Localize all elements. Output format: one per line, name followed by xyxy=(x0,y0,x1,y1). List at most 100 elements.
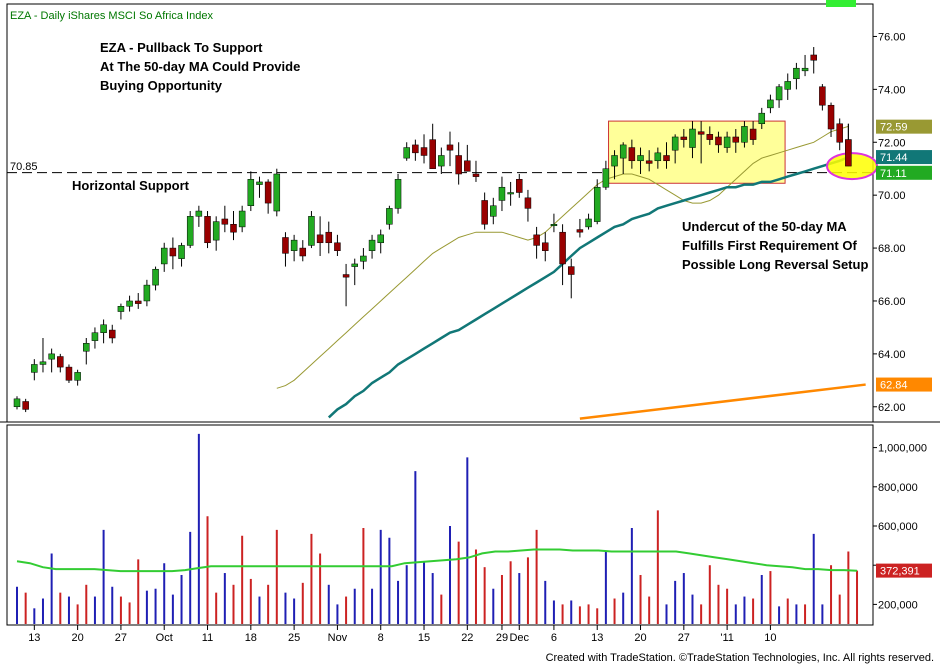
candle-body xyxy=(74,372,81,381)
candle xyxy=(498,176,506,212)
candle-body xyxy=(749,128,757,140)
candle-body xyxy=(91,332,99,341)
candle xyxy=(472,160,480,182)
candle xyxy=(793,62,800,90)
date-tick-label: 10 xyxy=(764,632,776,644)
candle-body xyxy=(394,179,402,209)
candle xyxy=(256,176,263,198)
date-tick-label: 6 xyxy=(551,632,557,644)
candle xyxy=(516,174,523,198)
date-tick-label: 15 xyxy=(418,632,430,644)
date-tick-label: 18 xyxy=(245,632,257,644)
candle xyxy=(160,242,168,272)
candle-body xyxy=(706,134,714,140)
candle xyxy=(204,211,211,249)
candle xyxy=(775,84,783,108)
last-volume-tag-text: 372,391 xyxy=(880,566,920,578)
candle-body xyxy=(178,245,185,259)
candle xyxy=(238,205,246,233)
date-tick-label: 27 xyxy=(678,632,690,644)
volume-tick-label: 1,000,000 xyxy=(878,443,927,455)
candle xyxy=(819,84,826,111)
candle-body xyxy=(134,300,142,304)
candle xyxy=(334,234,341,256)
candle xyxy=(654,147,662,169)
undercut-ellipse xyxy=(826,152,879,181)
candle-body xyxy=(559,231,566,265)
candle-body xyxy=(65,366,73,381)
candle xyxy=(186,211,194,249)
candle-body xyxy=(542,242,549,251)
candle xyxy=(827,102,835,137)
candle xyxy=(559,224,566,286)
candle-body xyxy=(680,136,688,140)
annotation-title-line-2: At The 50-day MA Could Provide xyxy=(100,59,300,74)
candle xyxy=(351,258,358,286)
support-level-label: 70.85 xyxy=(10,161,38,173)
price-tick-label: 64.00 xyxy=(878,349,906,361)
candle-body xyxy=(533,234,540,246)
candle-body xyxy=(516,179,523,193)
candle xyxy=(637,147,644,174)
status-indicator xyxy=(826,0,856,7)
last-volume-tag-bg xyxy=(876,563,932,578)
candle xyxy=(264,179,272,214)
candle xyxy=(195,205,203,227)
candle xyxy=(585,213,592,230)
price-value-tag-text: 71.11 xyxy=(880,168,907,180)
price-tick-label: 62.00 xyxy=(878,402,906,414)
candle-body xyxy=(628,147,636,162)
candle-body xyxy=(195,210,203,217)
candle-body xyxy=(186,216,194,246)
undercut-line-2: Fulfills First Requirement Of xyxy=(682,238,857,253)
symbol-label: EZA - Daily iShares MSCI So Africa Index xyxy=(10,10,213,22)
candle-body xyxy=(741,126,748,143)
candle-body xyxy=(775,86,783,101)
candle xyxy=(602,160,610,190)
candle xyxy=(438,147,445,174)
candle-body xyxy=(645,160,653,164)
price-value-tag-text: 72.59 xyxy=(880,122,908,134)
candle-body xyxy=(464,160,471,172)
date-tick-label: '11 xyxy=(720,632,734,644)
footer-credit: Created with TradeStation. ©TradeStation… xyxy=(545,652,934,664)
candle xyxy=(412,139,419,161)
candle-body xyxy=(801,67,809,72)
candle xyxy=(455,142,462,185)
candle-body xyxy=(57,356,64,368)
candle-body xyxy=(256,181,263,185)
candle-body xyxy=(611,155,618,167)
price-value-tag-bg xyxy=(876,377,932,392)
candle-body xyxy=(671,136,679,151)
candle-body xyxy=(836,123,843,143)
candle-body xyxy=(360,255,367,262)
candle xyxy=(749,121,757,145)
candle-body xyxy=(117,306,125,312)
candle xyxy=(542,232,549,262)
candle-body xyxy=(767,99,774,109)
candle xyxy=(611,150,618,180)
price-value-tag: 71.44 xyxy=(876,150,932,165)
candle xyxy=(715,131,722,153)
candle-body xyxy=(169,247,177,257)
candle-body xyxy=(723,136,731,148)
candle xyxy=(273,168,281,217)
candle-body xyxy=(325,231,333,244)
date-tick-label: 11 xyxy=(202,632,213,644)
candle xyxy=(117,303,125,320)
volume-bars xyxy=(16,433,859,624)
candle xyxy=(741,121,748,148)
candle-body xyxy=(697,131,705,135)
candle-body xyxy=(576,229,584,233)
candle xyxy=(65,364,73,383)
candle-body xyxy=(238,210,246,228)
candle-body xyxy=(567,266,575,275)
candle-body xyxy=(31,364,38,373)
price-tick-label: 72.00 xyxy=(878,137,906,149)
candle-body xyxy=(48,353,55,360)
candle xyxy=(524,189,532,222)
candle xyxy=(169,237,177,270)
candle xyxy=(836,118,843,151)
